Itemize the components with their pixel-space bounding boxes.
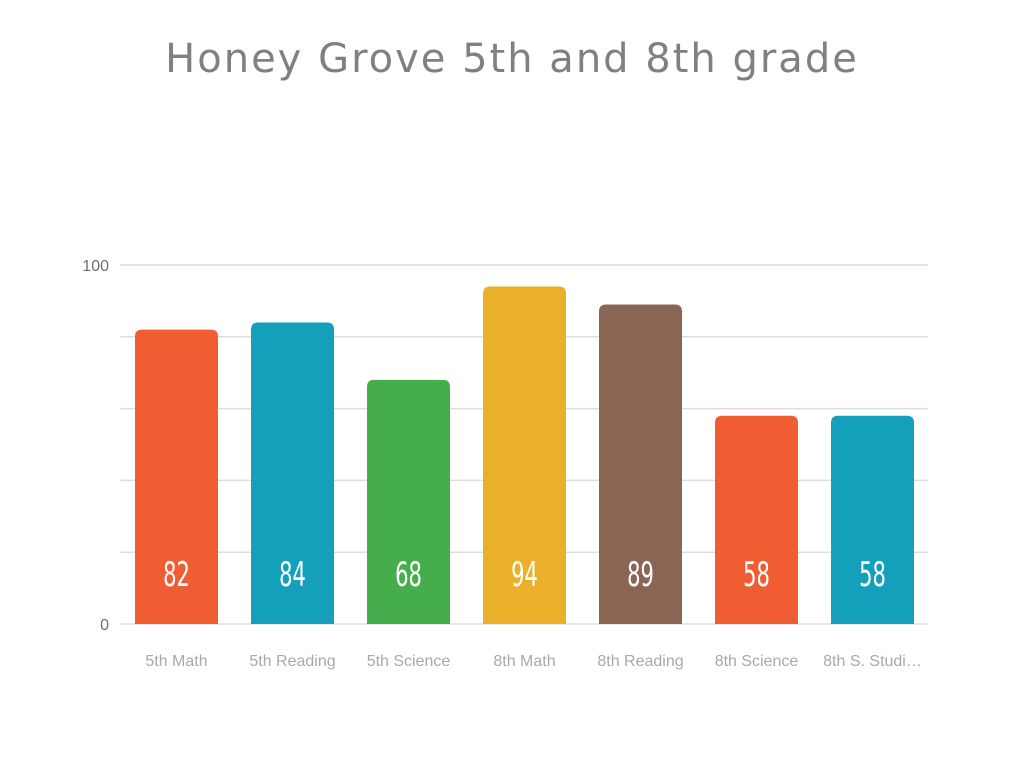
bar [715, 415, 798, 624]
y-tick-label: 100 [82, 258, 109, 275]
bar [831, 415, 914, 624]
x-tick-label: 5th Science [367, 653, 451, 670]
data-label: 82 [163, 555, 190, 595]
x-tick-label: 8th Science [715, 653, 799, 670]
data-label: 68 [395, 555, 422, 595]
data-label: 84 [279, 555, 306, 595]
x-tick-label: 8th Reading [597, 653, 683, 670]
x-tick-label: 5th Math [145, 653, 207, 670]
data-label: 89 [627, 555, 654, 595]
x-tick-label: 8th S. Studi… [823, 653, 922, 670]
y-axis-ticks: 0 100 [82, 258, 109, 634]
bar [599, 304, 682, 624]
x-tick-label: 8th Math [493, 653, 555, 670]
x-axis-labels: 5th Math 5th Reading 5th Science 8th Math 8t… [145, 653, 921, 670]
data-label: 58 [743, 555, 770, 595]
data-labels: 82 84 68 94 89 58 58 [163, 555, 886, 595]
bar [367, 379, 450, 624]
bars [135, 286, 914, 624]
bar [135, 329, 218, 624]
data-label: 58 [859, 555, 886, 595]
bar [251, 322, 334, 624]
bar [483, 286, 566, 624]
data-label: 94 [511, 555, 538, 595]
x-tick-label: 5th Reading [249, 653, 335, 670]
chart-title: Honey Grove 5th and 8th grade [165, 36, 859, 82]
y-tick-label: 0 [100, 617, 109, 634]
